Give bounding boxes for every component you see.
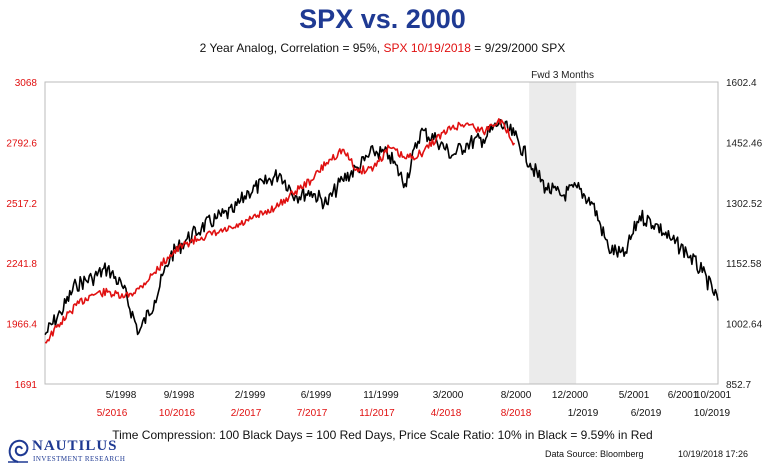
x-tick-red: 7/2017: [297, 408, 328, 419]
left-tick-label: 1691: [15, 380, 38, 391]
x-tick-black: 3/2000: [433, 390, 464, 401]
right-tick-label: 1452.46: [726, 138, 763, 149]
x-tick-black: 10/2001: [695, 390, 732, 401]
series-line-red: [44, 118, 516, 344]
logo-subtitle: INVESTMENT RESEARCH: [33, 455, 126, 463]
left-tick-label: 2241.8: [6, 259, 37, 270]
x-tick-red: 10/2019: [694, 408, 731, 419]
x-axis-black: 5/1998 9/1998 2/1999 6/1999 11/1999 3/2000 8/2…: [106, 390, 732, 401]
logo-name: NAUTILUS: [32, 438, 118, 454]
plot-frame: [44, 81, 719, 385]
chart-title: SPX vs. 2000: [299, 4, 466, 34]
left-tick-label: 3068: [15, 78, 38, 89]
x-axis-red: 5/2016 10/2016 2/2017 7/2017 11/2017 4/2018 8/…: [97, 408, 731, 419]
x-tick-red: 4/2018: [431, 408, 462, 419]
x-tick-black: 8/2000: [501, 390, 532, 401]
fwd-3-months-label: Fwd 3 Months: [531, 70, 594, 81]
x-tick-red: 10/2016: [159, 408, 196, 419]
x-tick-red: 5/2016: [97, 408, 128, 419]
x-tick-black: 11/1999: [363, 390, 399, 401]
right-tick-label: 1152.58: [726, 259, 762, 270]
right-tick-label: 1002.64: [726, 320, 763, 331]
right-axis: 1602.4 1452.46 1302.52 1152.58 1002.64 852.7: [726, 78, 763, 391]
subtitle-part2: SPX 10/19/2018: [383, 41, 471, 55]
data-source: Data Source: Bloomberg: [545, 449, 644, 459]
x-tick-red: 6/2019: [631, 408, 662, 419]
x-tick-black: 9/1998: [164, 390, 195, 401]
x-tick-red: 11/2017: [359, 408, 395, 419]
fwd-3-months-shade: [529, 82, 577, 384]
x-tick-black: 5/2001: [619, 390, 650, 401]
left-axis: 3068 2792.6 2517.2 2241.8 1966.4 1691: [6, 78, 37, 391]
x-tick-black: 6/2001: [668, 390, 699, 401]
right-tick-label: 852.7: [726, 380, 751, 391]
series-line-black: [44, 118, 719, 336]
nautilus-shell-icon: [8, 439, 29, 463]
timestamp: 10/19/2018 17:26: [678, 449, 749, 459]
nautilus-logo: NAUTILUS INVESTMENT RESEARCH: [6, 436, 136, 466]
series-lines: [44, 118, 719, 344]
right-tick-label: 1602.4: [726, 78, 757, 89]
footer-note: Time Compression: 100 Black Days = 100 R…: [112, 428, 653, 442]
right-tick-label: 1302.52: [726, 199, 763, 210]
subtitle-part3: = 9/29/2000 SPX: [474, 41, 566, 55]
left-tick-label: 2792.6: [6, 138, 37, 149]
left-tick-label: 1966.4: [6, 320, 37, 331]
left-tick-label: 2517.2: [6, 199, 37, 210]
x-tick-red: 2/2017: [231, 408, 262, 419]
chart-subtitle: 2 Year Analog, Correlation = 95%, SPX 10…: [0, 41, 765, 55]
subtitle-part1: 2 Year Analog, Correlation = 95%,: [199, 41, 381, 55]
x-tick-black: 5/1998: [106, 390, 137, 401]
x-tick-black: 2/1999: [235, 390, 266, 401]
x-tick-black: 6/1999: [301, 390, 332, 401]
x-tick-black: 12/2000: [552, 390, 589, 401]
x-tick-red: 1/2019: [568, 408, 599, 419]
x-tick-red: 8/2018: [501, 408, 532, 419]
